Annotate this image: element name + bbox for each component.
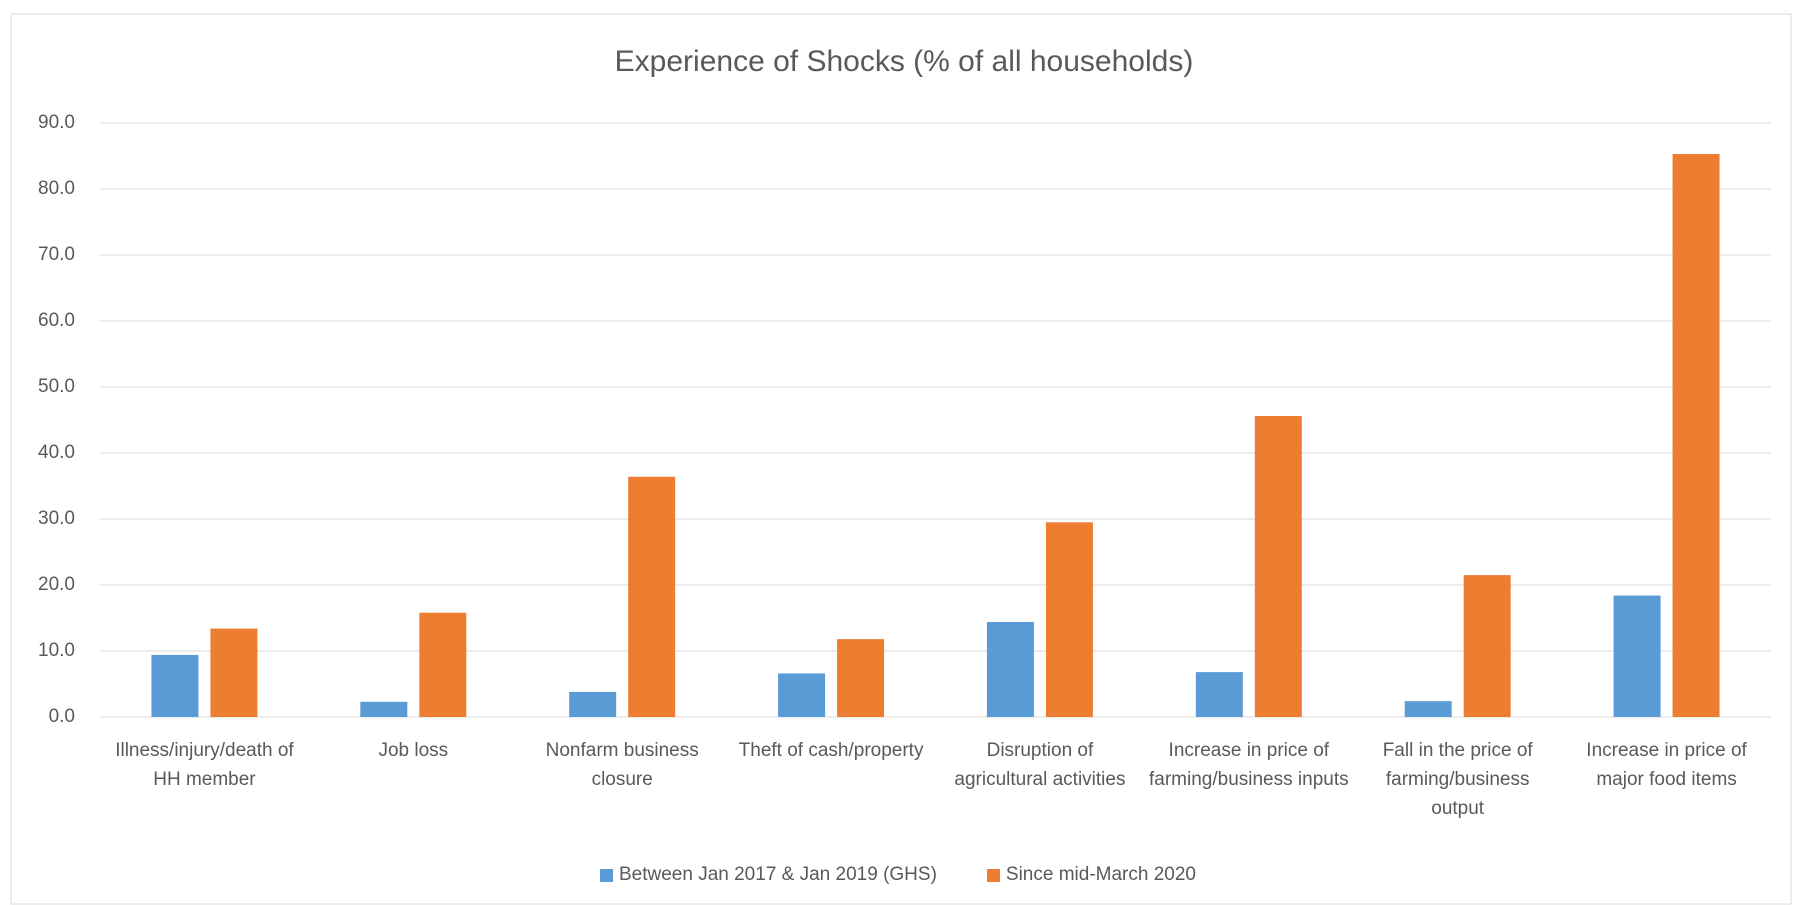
x-tick-label: Illness/injury/death of HH member [115,740,294,790]
bar [360,701,408,717]
y-tick-label: 90.0 [38,112,75,133]
legend-swatch [986,868,1000,882]
bar [837,639,885,717]
bar [1254,416,1302,717]
y-tick-label: 0.0 [49,706,75,727]
legend: Between Jan 2017 & Jan 2019 (GHS) Since m… [0,864,1796,886]
y-tick-label: 10.0 [38,640,75,661]
bar [1195,672,1243,717]
y-tick-label: 60.0 [38,310,75,331]
chart-border [10,13,1792,905]
legend-swatch [599,868,613,882]
legend-item: Since mid-March 2020 [986,864,1196,886]
y-tick-label: 30.0 [38,508,75,529]
chart-title: Experience of Shocks (% of all household… [615,45,1194,78]
bar [1613,595,1661,717]
x-tick-label: Fall in the price of farming/business ou… [1382,740,1533,819]
bar [778,673,826,717]
y-tick-label: 70.0 [38,244,75,265]
legend-item: Between Jan 2017 & Jan 2019 (GHS) [599,864,937,886]
y-tick-label: 40.0 [38,442,75,463]
x-tick-label: Theft of cash/property [738,740,924,761]
x-tick-label: Increase in price of farming/business in… [1149,740,1349,790]
bar [1045,522,1093,717]
legend-label: Since mid-March 2020 [1005,864,1196,885]
y-tick-label: 20.0 [38,574,75,595]
bar [419,612,467,717]
bar [1404,701,1452,717]
x-tick-label: Increase in price of major food items [1586,740,1747,790]
x-tick-label: Job loss [378,740,449,761]
bar [569,691,617,717]
x-tick-label: Disruption of agricultural activities [954,740,1126,790]
bar [1672,154,1720,717]
y-tick-label: 50.0 [38,376,75,397]
bar [986,621,1034,717]
y-tick-label: 80.0 [38,178,75,199]
legend-label: Between Jan 2017 & Jan 2019 (GHS) [618,864,937,885]
bar [151,654,199,717]
x-tick-label: Nonfarm business closure [545,740,699,790]
bar [1463,575,1511,717]
bar [210,628,258,717]
bar [628,476,676,717]
